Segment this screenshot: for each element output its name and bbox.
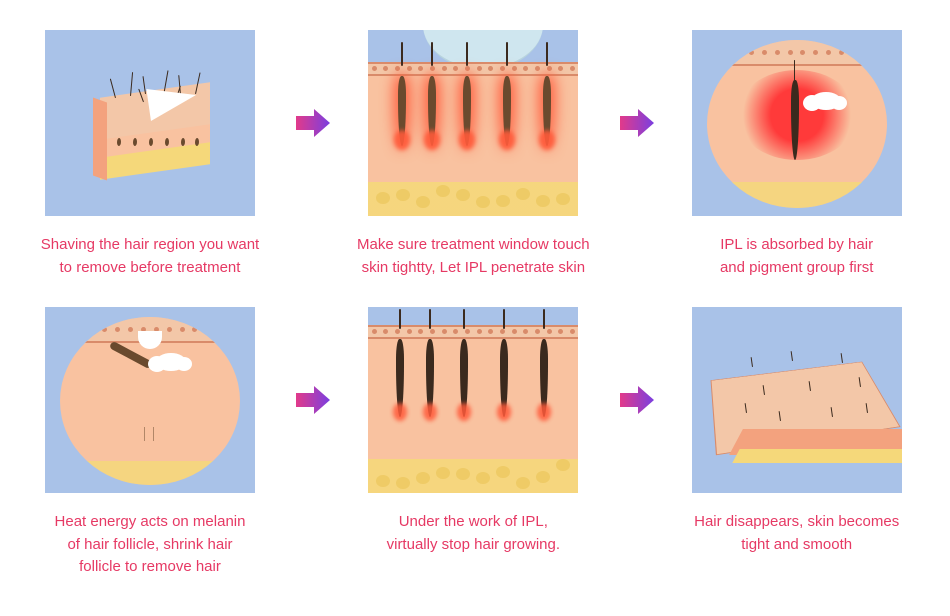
panel-heat-shrink — [45, 307, 255, 493]
arrow — [617, 30, 657, 216]
step-1: Shaving the hair region you want to remo… — [10, 30, 290, 279]
panel-stop-growing — [368, 307, 578, 493]
step-6-caption: Hair disappears, skin becomes tight and … — [694, 511, 899, 556]
panel-ipl-penetrate — [368, 30, 578, 216]
step-3: IPL is absorbed by hair and pigment grou… — [657, 30, 937, 279]
step-5-caption: Under the work of IPL, virtually stop ha… — [387, 511, 560, 556]
arrow-icon — [620, 386, 654, 414]
step-5: Under the work of IPL, virtually stop ha… — [333, 307, 613, 556]
arrow-icon — [296, 109, 330, 137]
arrow — [293, 307, 333, 493]
step-2: Make sure treatment window touch skin ti… — [333, 30, 613, 279]
infographic-grid: Shaving the hair region you want to remo… — [10, 30, 940, 579]
panel-shave — [45, 30, 255, 216]
step-2-caption: Make sure treatment window touch skin ti… — [357, 234, 590, 279]
arrow-icon — [296, 386, 330, 414]
step-4: Heat energy acts on melanin of hair foll… — [10, 307, 290, 579]
arrow — [617, 307, 657, 493]
step-3-caption: IPL is absorbed by hair and pigment grou… — [720, 234, 873, 279]
step-6: Hair disappears, skin becomes tight and … — [657, 307, 937, 556]
step-4-caption: Heat energy acts on melanin of hair foll… — [55, 511, 246, 579]
arrow — [293, 30, 333, 216]
arrow-icon — [620, 109, 654, 137]
step-1-caption: Shaving the hair region you want to remo… — [41, 234, 259, 279]
panel-smooth — [692, 307, 902, 493]
panel-absorb — [692, 30, 902, 216]
